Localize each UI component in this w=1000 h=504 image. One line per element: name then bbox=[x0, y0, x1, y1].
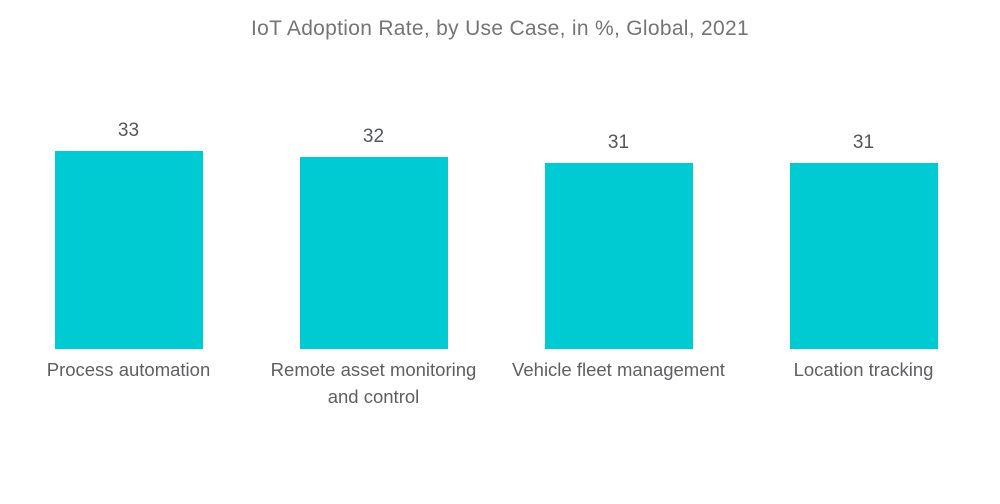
bar-value-label: 31 bbox=[607, 132, 630, 153]
bar bbox=[544, 163, 693, 349]
bar-chart-category-axis: Process automation Remote asset monitorin… bbox=[6, 356, 986, 410]
bar bbox=[54, 151, 203, 349]
bar-column: 33 bbox=[6, 100, 251, 349]
bar-category-label: Remote asset monitoring and control bbox=[270, 359, 477, 407]
bar-column: 31 bbox=[741, 100, 986, 349]
bar-value-label: 31 bbox=[852, 132, 875, 153]
bar-category-label: Vehicle fleet management bbox=[512, 359, 725, 380]
bar-column: 32 bbox=[251, 100, 496, 349]
bar-chart-plot-area: 33 32 31 31 bbox=[6, 100, 986, 349]
bar-value-label: 32 bbox=[362, 126, 385, 147]
bar-category-label: Process automation bbox=[46, 359, 211, 380]
bar-category-label: Location tracking bbox=[793, 359, 934, 380]
bar bbox=[789, 163, 938, 349]
bar-value-label: 33 bbox=[117, 120, 140, 141]
bar bbox=[299, 157, 448, 349]
bar-column: 31 bbox=[496, 100, 741, 349]
chart-title: IoT Adoption Rate, by Use Case, in %, Gl… bbox=[251, 17, 749, 40]
